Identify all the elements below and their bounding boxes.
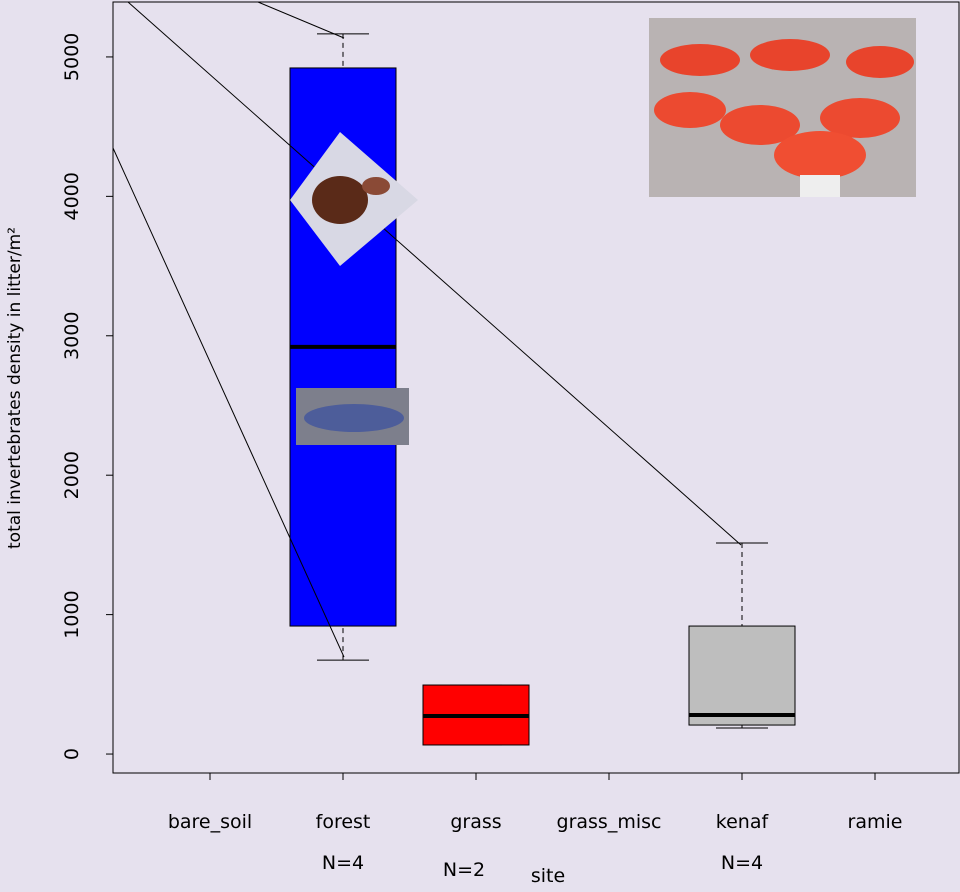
isopod-photo [296,388,409,445]
y-tick-label: 2000 [61,451,83,499]
y-tick-label: 0 [61,748,83,760]
y-axis-title: total invertebrates density in litter/m² [5,227,25,549]
n-label: N=4 [322,852,364,874]
x-tick-label: ramie [848,811,903,833]
x-tick-label: forest [316,811,371,833]
annotation-line [257,2,345,39]
box [688,625,796,726]
x-tick-label: grass_misc [557,811,662,833]
n-label: N=2 [443,859,485,881]
y-tick-label: 1000 [61,590,83,638]
mite-photo [290,132,418,266]
y-tick-label: 5000 [61,33,83,81]
annotation-line [127,2,742,546]
x-axis-title: site [531,865,565,887]
funnel-photo [649,18,916,197]
overlay [113,2,916,658]
x-tick-label: grass [450,811,501,833]
annotation-line [113,147,345,658]
x-tick-label: bare_soil [168,811,252,833]
n-label: N=4 [721,852,763,874]
plot-frame [112,1,960,774]
y-tick-label: 3000 [61,312,83,360]
y-tick-label: 4000 [61,172,83,220]
x-tick-label: kenaf [716,811,770,833]
